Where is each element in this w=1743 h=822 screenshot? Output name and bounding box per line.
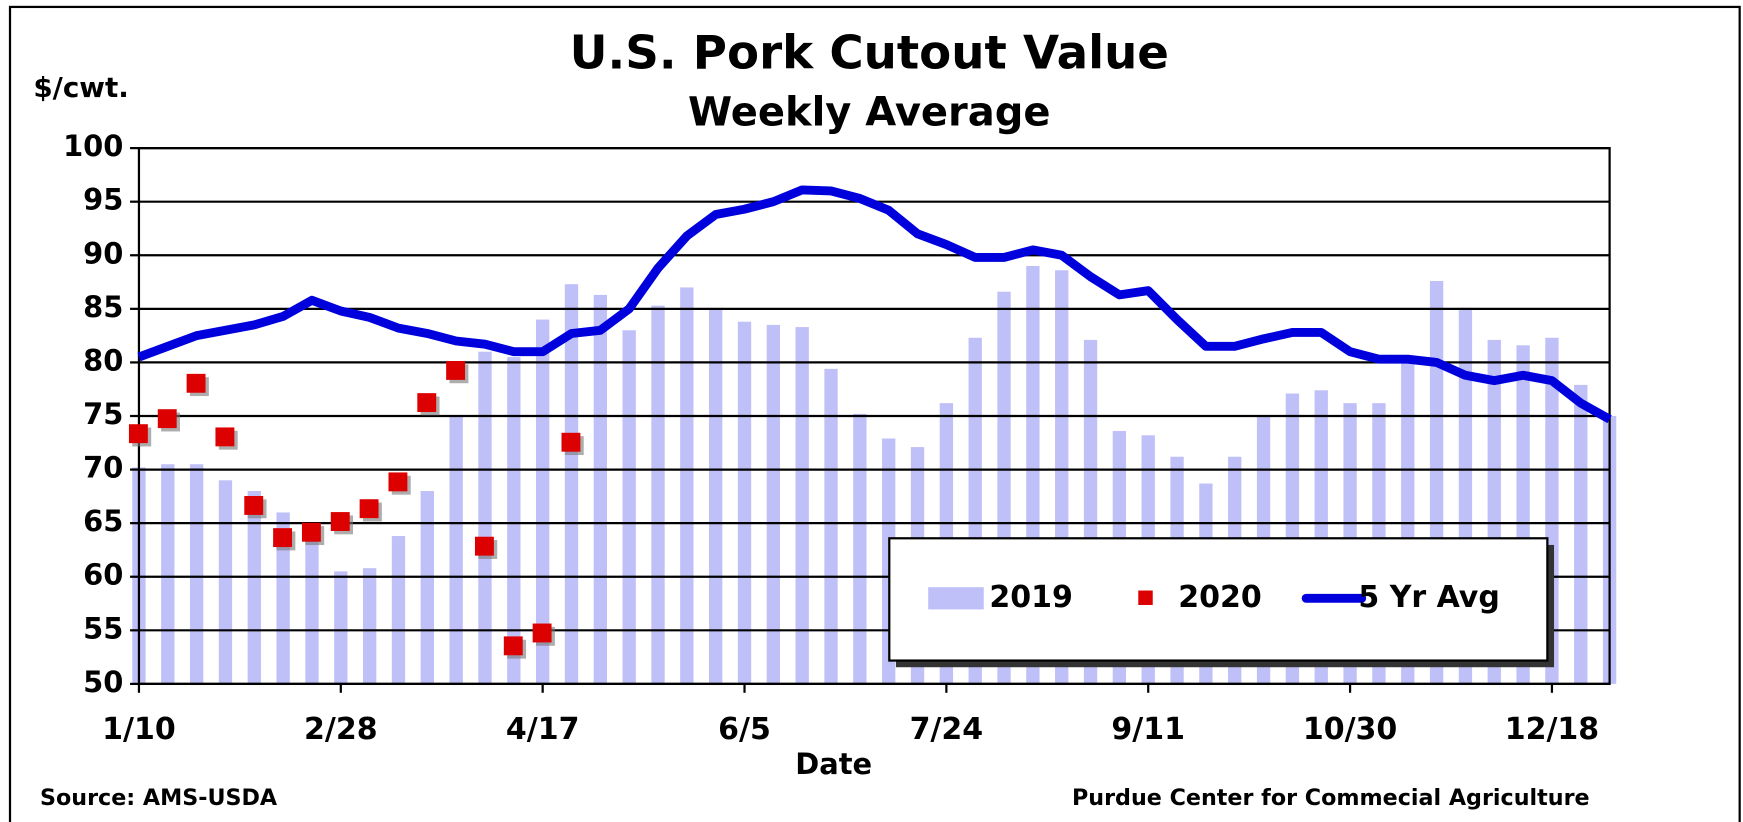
credit: Purdue Center for Commecial Agriculture — [1072, 785, 1590, 811]
bar — [334, 571, 348, 684]
x-tick-label: 9/11 — [1111, 712, 1185, 747]
bar — [651, 305, 665, 684]
bar — [593, 294, 608, 684]
legend-label: 5 Yr Avg — [1358, 580, 1499, 615]
y-tick-label: 75 — [83, 397, 123, 431]
bar — [478, 351, 492, 684]
bar — [853, 413, 867, 684]
marker — [244, 496, 264, 515]
bar — [449, 416, 463, 684]
bar — [766, 324, 781, 684]
y-tick-label: 55 — [83, 611, 123, 645]
y-tick-label: 85 — [83, 290, 123, 324]
marker — [417, 393, 437, 413]
frame — [8, 5, 1741, 822]
bar — [564, 284, 579, 684]
marker — [128, 424, 148, 444]
marker — [359, 499, 379, 519]
marker — [186, 373, 206, 393]
marker — [157, 409, 177, 429]
x-tick-label: 12/18 — [1505, 712, 1599, 747]
legend — [888, 537, 1549, 662]
x-tick-label: 7/24 — [910, 712, 984, 747]
bar — [161, 464, 175, 684]
bar — [218, 480, 233, 684]
x-tick-label: 4/17 — [506, 712, 580, 747]
legend-label: 2019 — [989, 580, 1072, 615]
y-axis-label: $/cwt. — [33, 71, 128, 104]
bar — [362, 568, 377, 684]
y-tick-label: 70 — [83, 451, 123, 485]
marker — [503, 636, 523, 656]
chart-title: U.S. Pork Cutout Value — [570, 26, 1169, 80]
x-tick-label: 1/10 — [102, 712, 176, 747]
bar — [737, 321, 752, 684]
marker — [330, 512, 350, 531]
chart-subtitle: Weekly Average — [688, 90, 1050, 136]
bar — [622, 330, 636, 684]
bar — [680, 287, 694, 684]
marker — [301, 522, 321, 542]
y-tick-label: 100 — [63, 129, 123, 163]
legend-swatch — [1138, 590, 1153, 605]
y-tick-label: 95 — [83, 183, 123, 217]
bar — [507, 357, 521, 684]
bar — [709, 308, 723, 684]
bar — [535, 319, 550, 684]
source: Source: AMS-USDA — [40, 785, 278, 811]
marker — [215, 427, 235, 447]
bar — [276, 512, 290, 684]
bar — [391, 536, 406, 684]
y-tick-label: 50 — [83, 665, 123, 699]
line — [137, 185, 1612, 424]
marker — [388, 472, 408, 492]
bar — [189, 464, 204, 684]
marker — [474, 536, 494, 556]
y-tick-label: 90 — [83, 236, 123, 270]
bar — [420, 491, 434, 684]
x-tick-label: 10/30 — [1303, 712, 1397, 747]
x-axis-label: Date — [795, 747, 872, 781]
bar — [824, 368, 838, 684]
marker — [561, 432, 581, 452]
y-tick-label: 60 — [83, 558, 123, 592]
x-tick-label: 6/5 — [718, 712, 771, 747]
bar — [305, 528, 319, 684]
legend-label: 2020 — [1178, 580, 1262, 615]
y-tick-label: 80 — [83, 343, 123, 377]
marker — [532, 623, 552, 643]
legend-swatch — [928, 587, 984, 610]
x-tick-label: 2/28 — [304, 712, 378, 747]
bar — [1574, 384, 1588, 684]
marker — [446, 360, 466, 380]
y-tick-label: 65 — [83, 504, 123, 538]
marker — [273, 528, 293, 548]
bar — [247, 491, 261, 684]
